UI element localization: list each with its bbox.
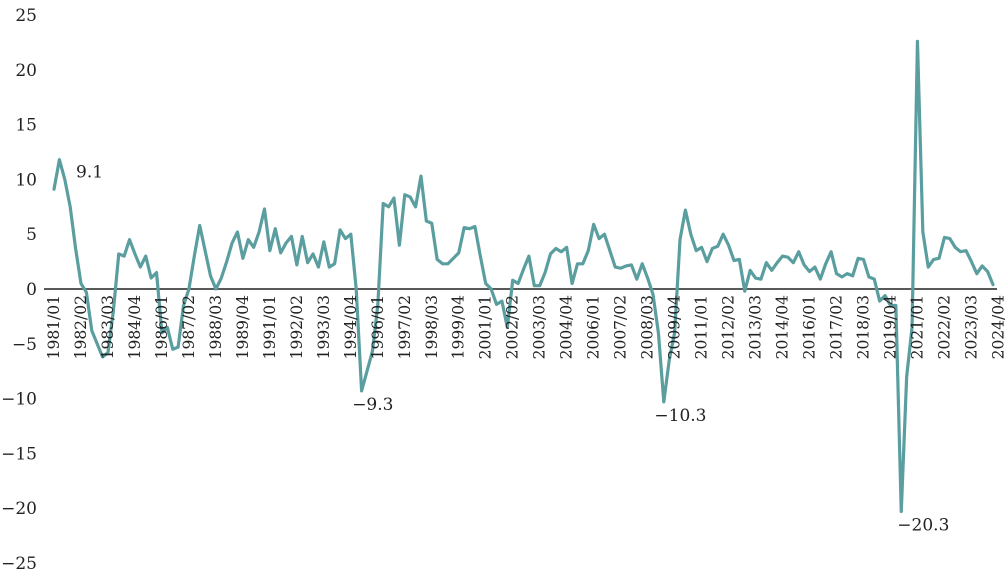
y-tick-label: 25 (15, 6, 37, 26)
x-tick-label: 1994/04 (342, 295, 360, 360)
annotation-label: −9.3 (352, 395, 393, 415)
annotation-label: 9.1 (76, 162, 103, 182)
x-tick-label: 2013/03 (747, 295, 765, 359)
x-tick-label: 2021/01 (908, 295, 926, 359)
x-tick-label: 1987/02 (180, 295, 198, 359)
x-tick-label: 2019/04 (882, 295, 900, 360)
x-tick-label: 2012/02 (720, 295, 738, 359)
x-tick-label: 2008/03 (639, 295, 657, 359)
x-tick-label: 1988/03 (207, 295, 225, 359)
x-tick-label: 2004/04 (558, 295, 576, 360)
y-tick-label: 10 (15, 170, 37, 190)
y-tick-label: 0 (26, 280, 37, 300)
x-tick-label: 2016/01 (801, 295, 819, 359)
x-tick-label: 1982/02 (72, 295, 90, 359)
y-tick-label: −10 (1, 390, 37, 410)
y-tick-label: 15 (15, 116, 37, 136)
x-tick-label: 1981/01 (45, 295, 63, 359)
y-tick-label: −20 (1, 499, 37, 519)
x-tick-label: 2024/04 (989, 295, 1007, 360)
y-tick-label: −5 (12, 335, 37, 355)
y-tick-label: 20 (15, 61, 37, 81)
x-tick-label: 2009/04 (666, 295, 684, 360)
y-tick-label: −15 (1, 444, 37, 464)
x-tick-label: 2011/01 (693, 295, 711, 359)
x-tick-label: 2014/04 (774, 295, 792, 360)
x-tick-label: 1996/01 (369, 295, 387, 359)
x-tick-label: 2022/02 (935, 295, 953, 359)
x-tick-label: 1998/03 (423, 295, 441, 359)
y-axis-tick-labels: 25 20 15 10 5 0 −5 −10 −15 −20 −25 (1, 6, 37, 574)
x-tick-label: 1991/01 (261, 295, 279, 359)
x-tick-label: 1993/03 (315, 295, 333, 359)
annotation-label: −10.3 (654, 406, 706, 426)
x-axis-tick-labels: 1981/01 1982/02 1983/03 1984/04 1986/01 1987/… (45, 295, 1007, 360)
x-tick-label: 1986/01 (153, 295, 171, 359)
x-tick-label: 2003/03 (531, 295, 549, 359)
x-tick-label: 1997/02 (396, 295, 414, 359)
x-tick-label: 1983/03 (99, 295, 117, 359)
x-tick-label: 2006/01 (585, 295, 603, 359)
y-tick-label: 5 (26, 225, 37, 245)
x-tick-label: 2007/02 (612, 295, 630, 359)
x-tick-label: 2001/01 (477, 295, 495, 359)
x-tick-label: 2017/02 (828, 295, 846, 359)
series-line (52, 39, 995, 514)
data-annotations: 9.1 −9.3 −10.3 −20.3 (76, 162, 949, 535)
annotation-label: −20.3 (897, 516, 949, 536)
x-tick-label: 1992/02 (288, 295, 306, 359)
x-tick-label: 1999/04 (450, 295, 468, 360)
x-tick-label: 2018/03 (855, 295, 873, 359)
y-tick-label: −25 (1, 554, 37, 574)
x-tick-label: 2002/02 (504, 295, 522, 359)
x-tick-label: 2023/03 (962, 295, 980, 359)
x-tick-label: 1984/04 (126, 295, 144, 360)
x-tick-label: 1989/04 (234, 295, 252, 360)
